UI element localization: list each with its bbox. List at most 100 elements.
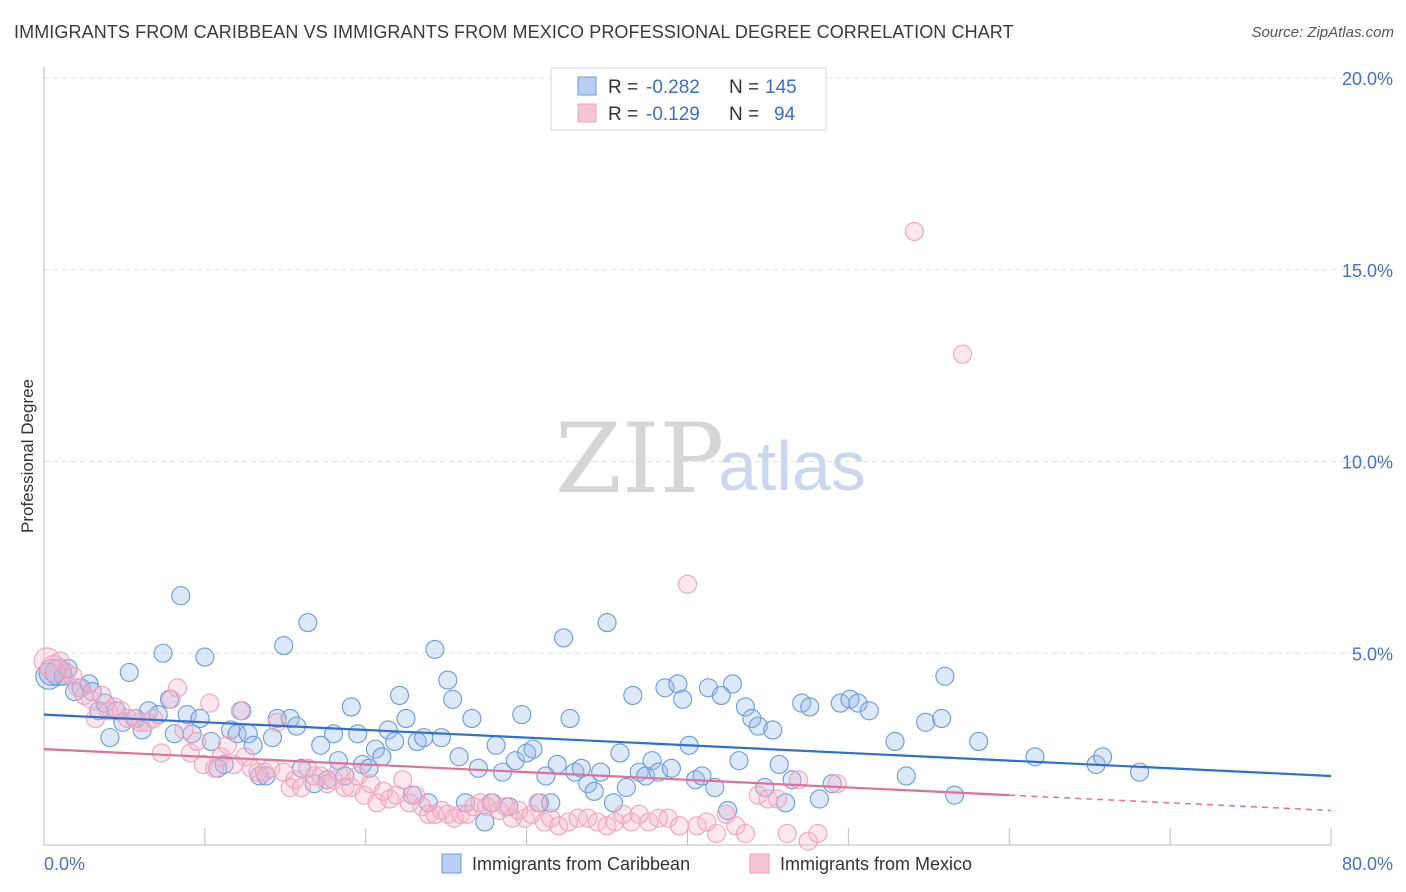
mexico-point-97: [706, 823, 727, 844]
chart-title: IMMIGRANTS FROM CARIBBEAN VS IMMIGRANTS …: [14, 22, 1014, 42]
caribbean-point-57: [385, 731, 405, 752]
caribbean-point-23: [177, 705, 197, 725]
caribbean-point-26: [195, 647, 215, 667]
caribbean-point-64: [425, 639, 445, 659]
mexico-point-99: [726, 816, 746, 836]
mexico-point-36: [267, 712, 287, 732]
caribbean-point-65: [431, 728, 451, 748]
mexico-point-57: [399, 793, 419, 813]
caribbean-point-14: [119, 662, 139, 682]
caribbean-point-50: [341, 697, 361, 717]
caribbean-point-84: [547, 754, 567, 775]
mexico-point-58: [406, 785, 426, 805]
mexico-point-102: [758, 789, 778, 809]
watermark-atlas: atlas: [718, 427, 866, 505]
mexico-point-83: [578, 808, 598, 828]
caribbean-point-128: [848, 693, 868, 713]
mexico-point-56: [393, 770, 413, 790]
caribbean-point-51: [348, 724, 368, 744]
legend-r-label-2: R =: [608, 104, 638, 125]
caribbean-point-58: [389, 685, 410, 705]
mexico-point-106: [798, 831, 818, 851]
caribbean-point-95: [616, 777, 636, 798]
mexico-trend-line: [43, 748, 1010, 797]
caribbean-point-90: [584, 781, 604, 801]
caribbean-point-118: [763, 720, 783, 740]
mexico-point-90: [639, 812, 659, 832]
y-tick-label-1: 10.0%: [1342, 453, 1393, 473]
caribbean-point-10: [95, 693, 115, 713]
caribbean-point-11: [100, 728, 120, 748]
caribbean-point-112: [722, 674, 743, 694]
caribbean-point-124: [809, 789, 829, 809]
caribbean-point-114: [735, 697, 755, 717]
y-tick-label-2: 15.0%: [1342, 261, 1393, 281]
mexico-point-40: [291, 777, 311, 798]
caribbean-point-100: [648, 762, 669, 782]
legend-r-value-2: -0.129: [646, 104, 700, 125]
caribbean-point-99: [642, 751, 662, 771]
caribbean-point-7: [79, 674, 99, 694]
caribbean-point-130: [885, 731, 905, 752]
mexico-point-101: [748, 785, 768, 805]
caribbean-trend-line: [43, 713, 1332, 778]
caribbean-point-68: [449, 747, 469, 767]
mexico-point-92: [658, 808, 678, 828]
bottom-legend: Immigrants from Caribbean Immigrants fro…: [441, 853, 972, 874]
bottom-legend-swatch-caribbean: [441, 853, 462, 874]
mexico-point-4: [63, 666, 83, 686]
caribbean-point-70: [462, 708, 482, 728]
caribbean-point-110: [711, 685, 731, 705]
source-credit: Source: ZipAtlas.com: [1251, 24, 1394, 41]
x-tick-label-1: 80.0%: [1342, 854, 1393, 874]
caribbean-point-19: [153, 643, 173, 663]
caribbean-point-119: [769, 754, 789, 775]
caribbean-point-125: [822, 774, 842, 794]
caribbean-point-34: [243, 735, 263, 755]
caribbean-point-116: [748, 716, 768, 736]
y-tick-label-3: 20.0%: [1342, 69, 1393, 89]
data-points: [33, 221, 1150, 851]
caribbean-point-80: [523, 739, 543, 759]
mexico-point-25: [200, 693, 220, 713]
caribbean-point-123: [800, 697, 820, 717]
legend-n-label-2: N =: [729, 104, 759, 125]
mexico-trend-extension: [1009, 794, 1332, 812]
caribbean-point-25: [190, 708, 210, 728]
x-tick-label-0: 0.0%: [44, 854, 85, 874]
mexico-point-109: [904, 221, 924, 241]
caribbean-point-85: [554, 628, 574, 648]
caribbean-point-113: [729, 751, 749, 771]
caribbean-point-139: [1093, 747, 1113, 767]
mexico-point-95: [687, 816, 707, 836]
legend-swatch-mexico: [577, 103, 597, 123]
caribbean-point-133: [932, 708, 952, 728]
mexico-point-104: [777, 823, 797, 844]
caribbean-point-59: [396, 708, 416, 728]
trend-lines: [43, 713, 1332, 812]
caribbean-point-22: [171, 586, 191, 606]
mexico-point-89: [629, 804, 649, 824]
stats-legend-box: [550, 67, 827, 131]
mexico-point-80: [549, 816, 569, 836]
mexico-point-77: [528, 793, 548, 813]
caribbean-point-82: [536, 766, 556, 786]
axes: 5.0% 10.0% 15.0% 20.0% 0.0% 80.0%: [43, 66, 1393, 874]
mexico-point-82: [568, 808, 588, 828]
legend-n-label-1: N =: [729, 77, 759, 98]
caribbean-point-94: [610, 743, 630, 763]
mexico-point-1: [40, 655, 68, 683]
mexico-point-7: [81, 689, 101, 709]
mexico-point-33: [248, 762, 268, 782]
mexico-point-100: [735, 823, 755, 844]
mexico-point-53: [373, 781, 393, 801]
mexico-point-87: [613, 804, 633, 824]
caribbean-point-54: [365, 739, 385, 759]
mexico-point-19: [161, 689, 181, 709]
mexico-point-94: [677, 574, 698, 594]
mexico-point-86: [605, 812, 625, 832]
caribbean-point-39: [274, 636, 294, 656]
caribbean-point-109: [705, 777, 725, 798]
caribbean-point-45: [311, 735, 331, 755]
